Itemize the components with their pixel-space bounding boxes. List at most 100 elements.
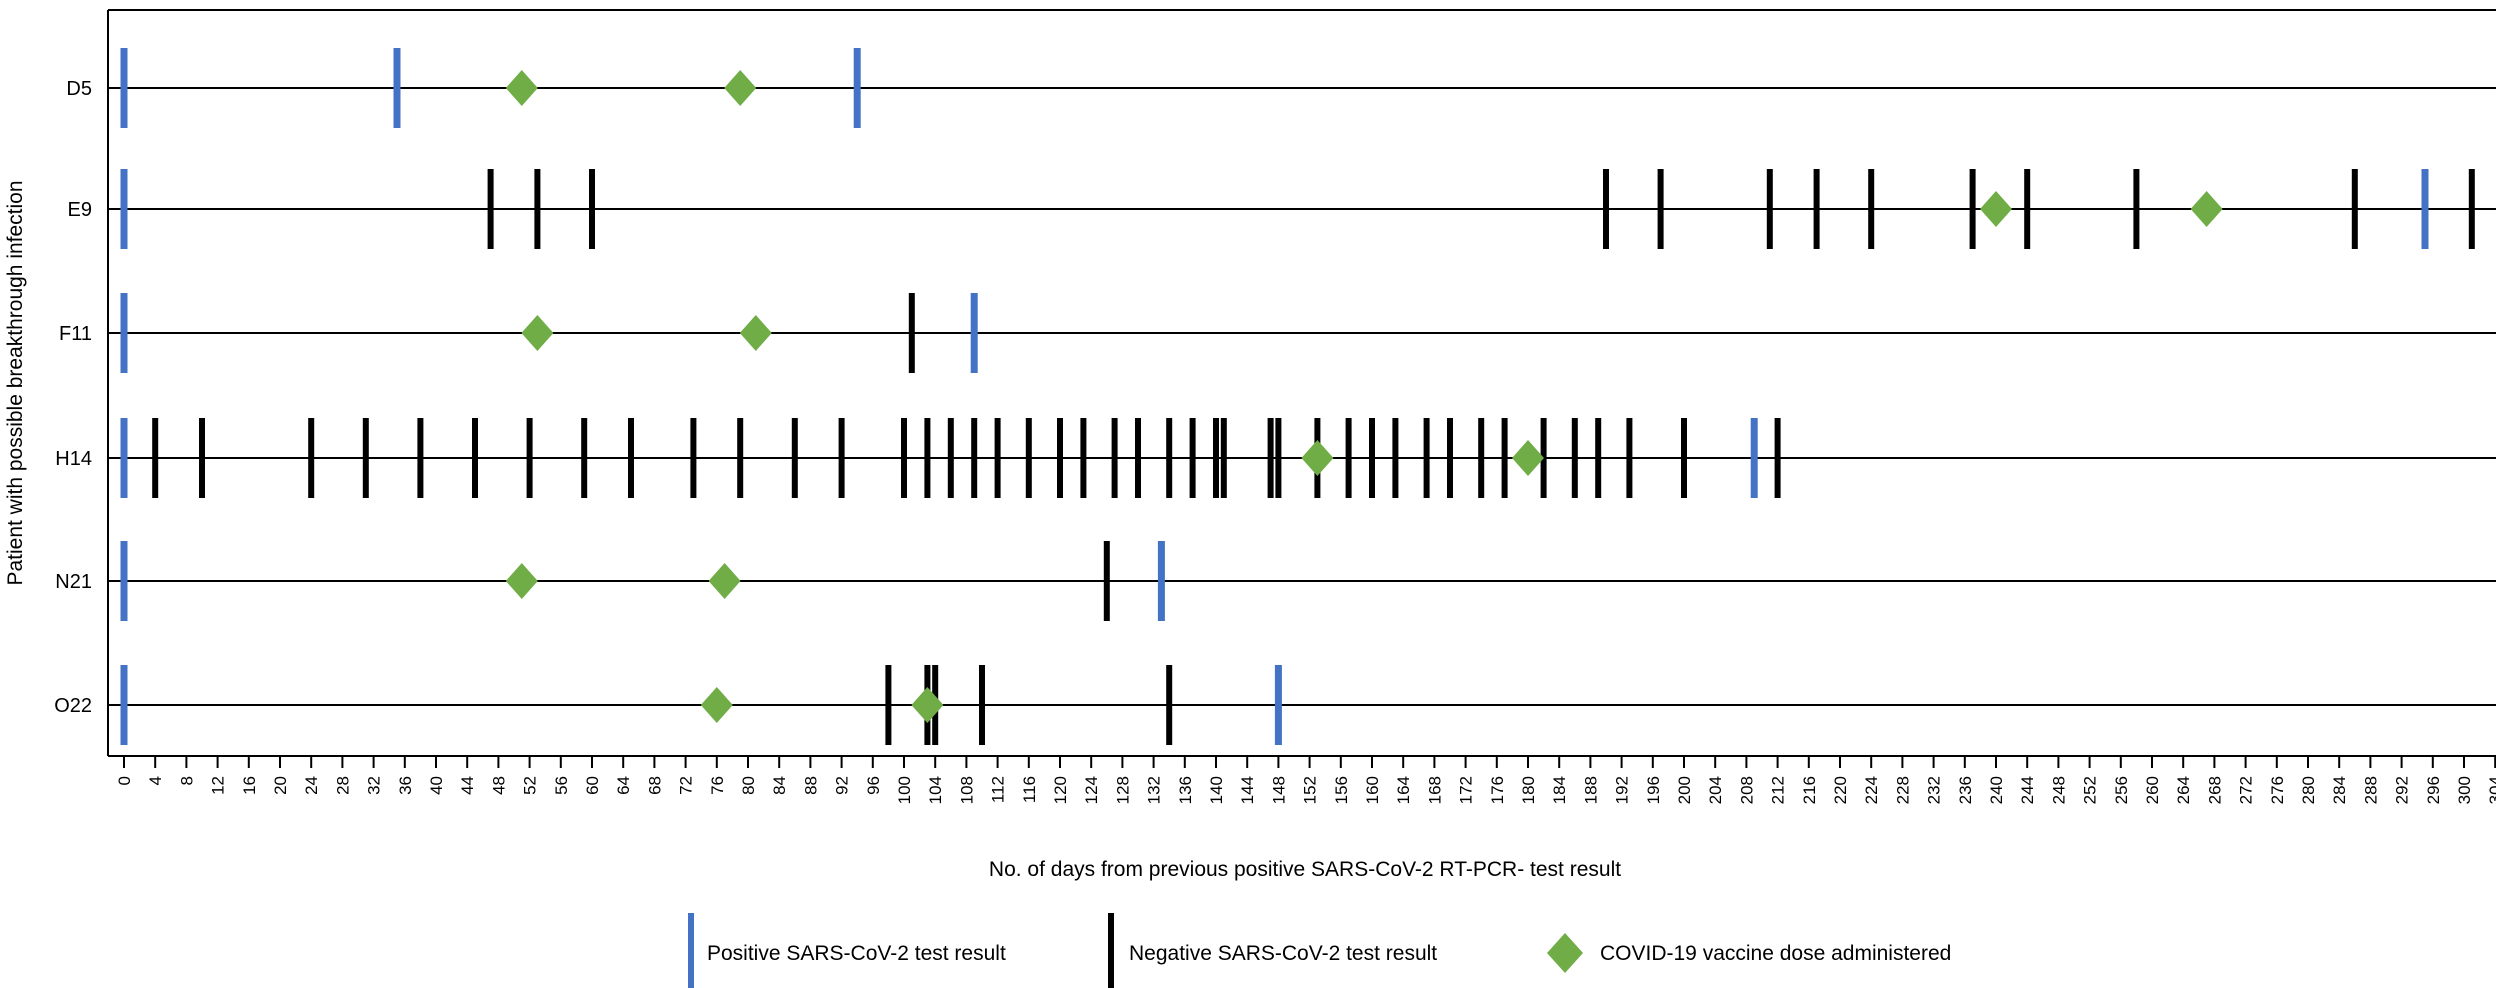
negative-test-mark <box>1057 418 1063 498</box>
x-tick-label: 152 <box>1301 776 1320 804</box>
x-tick-label: 132 <box>1145 776 1164 804</box>
vaccine-dose-mark <box>911 687 944 723</box>
patient-rows: D5 E9 F11 H14 N21 O22 <box>54 78 2496 717</box>
x-tick-label: 208 <box>1737 776 1756 804</box>
x-tick-label: 268 <box>2205 776 2224 804</box>
negative-test-mark <box>2468 169 2475 249</box>
x-tick-label: 176 <box>1488 776 1507 804</box>
negative-test-mark <box>628 418 634 498</box>
row-label: H14 <box>55 448 92 470</box>
negative-test-mark <box>1345 418 1352 498</box>
negative-test-mark <box>589 169 595 249</box>
x-tick-label: 156 <box>1332 776 1351 804</box>
x-tick-label: 292 <box>2393 776 2412 804</box>
negative-test-mark <box>2133 169 2140 249</box>
negative-test-mark <box>994 418 1001 498</box>
row-label: O22 <box>54 695 92 717</box>
x-tick-label: 56 <box>552 776 571 795</box>
negative-test-mark <box>581 418 588 498</box>
negative-test-mark <box>1213 418 1219 498</box>
vaccine-dose-mark <box>700 687 733 723</box>
negative-test-mark <box>1423 418 1430 498</box>
x-tick-label: 164 <box>1394 776 1413 804</box>
x-tick-label: 32 <box>365 776 384 795</box>
x-tick-label: 104 <box>926 776 945 804</box>
negative-test-mark <box>690 418 697 498</box>
positive-test-mark <box>1274 665 1282 745</box>
x-tick-label: 36 <box>396 776 415 795</box>
negative-test-mark <box>1189 418 1196 498</box>
negative-test-mark <box>737 418 744 498</box>
x-tick-label: 8 <box>177 776 196 785</box>
negative-test-mark <box>1166 665 1173 745</box>
negative-test-mark <box>487 169 494 249</box>
positive-test-mark <box>120 48 128 128</box>
x-tick-label: 192 <box>1613 776 1632 804</box>
x-tick-label: 24 <box>302 776 321 795</box>
negative-test-mark <box>908 293 915 373</box>
negative-test-mark <box>1868 169 1875 249</box>
x-axis-ticks: 0 4 8 12 16 20 24 28 32 36 40 44 48 52 56 60 64 68 72 76 80 8… <box>115 756 2496 804</box>
negative-test-mark <box>947 418 954 498</box>
x-tick-label: 136 <box>1176 776 1195 804</box>
negative-test-mark <box>362 418 369 498</box>
x-tick-label: 144 <box>1238 776 1257 804</box>
x-tick-label: 284 <box>2330 776 2349 804</box>
negative-test-mark <box>791 418 798 498</box>
legend-negative-swatch <box>1108 913 1114 988</box>
x-tick-label: 196 <box>1644 776 1663 804</box>
x-tick-label: 72 <box>677 776 696 795</box>
x-tick-label: 100 <box>895 776 914 804</box>
negative-test-mark <box>1813 169 1820 249</box>
positive-test-mark <box>2421 169 2429 249</box>
negative-test-mark <box>308 418 315 498</box>
row-label: E9 <box>68 199 92 221</box>
vaccine-dose-mark <box>724 70 757 106</box>
negative-test-mark <box>1969 169 1976 249</box>
negative-test-mark <box>2024 169 2031 249</box>
negative-test-mark <box>1103 541 1110 621</box>
x-tick-label: 4 <box>146 776 165 785</box>
negative-test-mark <box>1501 418 1508 498</box>
x-tick-label: 40 <box>427 776 446 795</box>
x-tick-label: 108 <box>957 776 976 804</box>
positive-test-mark <box>970 293 978 373</box>
negative-test-mark <box>971 418 978 498</box>
positive-test-mark <box>120 665 128 745</box>
negative-test-mark <box>1478 418 1485 498</box>
x-tick-label: 76 <box>708 776 727 795</box>
x-tick-label: 252 <box>2081 776 2100 804</box>
negative-test-mark <box>979 665 985 745</box>
x-tick-label: 124 <box>1082 776 1101 804</box>
x-tick-label: 204 <box>1706 776 1725 804</box>
x-tick-label: 240 <box>1987 776 2006 804</box>
x-tick-label: 28 <box>333 776 352 795</box>
row-label: F11 <box>59 323 92 345</box>
positive-test-mark <box>1157 541 1165 621</box>
x-tick-label: 0 <box>115 776 134 785</box>
legend: Positive SARS-CoV-2 test result Negative … <box>688 913 1951 988</box>
positive-test-mark <box>393 48 401 128</box>
positive-test-mark <box>120 418 128 498</box>
x-tick-label: 96 <box>864 776 883 795</box>
negative-test-mark <box>1571 418 1578 498</box>
negative-test-mark <box>885 665 892 745</box>
x-tick-label: 224 <box>1862 776 1881 804</box>
x-tick-label: 188 <box>1581 776 1600 804</box>
legend-negative-label: Negative SARS-CoV-2 test result <box>1129 942 1437 965</box>
negative-test-mark <box>1135 418 1141 498</box>
x-tick-label: 256 <box>2112 776 2131 804</box>
x-tick-label: 16 <box>240 776 259 795</box>
x-tick-label: 220 <box>1831 776 1850 804</box>
x-tick-label: 272 <box>2237 776 2256 804</box>
negative-test-mark <box>1766 169 1773 249</box>
vaccine-dose-mark <box>505 563 538 599</box>
vaccine-dose-mark <box>1301 440 1334 476</box>
legend-positive-label: Positive SARS-CoV-2 test result <box>707 942 1006 965</box>
x-axis-label: No. of days from previous positive SARS-… <box>989 858 1621 881</box>
x-tick-label: 300 <box>2455 776 2474 804</box>
positive-test-mark <box>853 48 861 128</box>
x-tick-label: 128 <box>1113 776 1132 804</box>
x-tick-label: 168 <box>1425 776 1444 804</box>
legend-vaccine-label: COVID-19 vaccine dose administered <box>1600 942 1951 965</box>
